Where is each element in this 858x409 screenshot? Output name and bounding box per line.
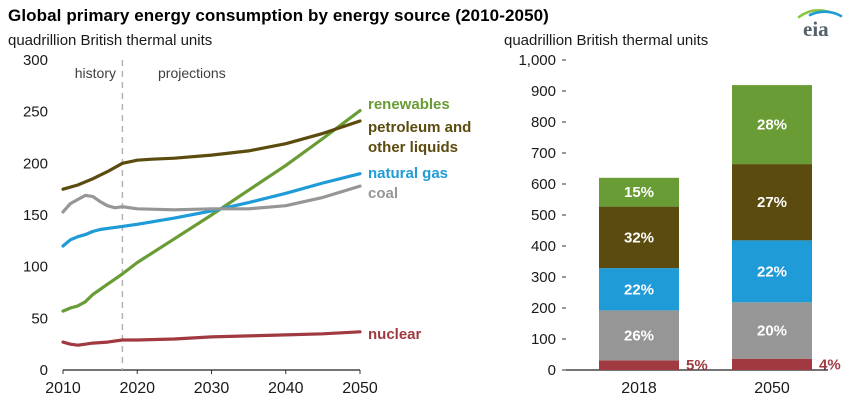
bar-pct-label-renewables-2050: 28% [757, 117, 787, 134]
bar-pct-label-coal-2050: 20% [757, 323, 787, 340]
page-title: Global primary energy consumption by ene… [8, 6, 549, 25]
bar-pct-label-natural_gas-2050: 22% [757, 263, 787, 280]
bar-y-tick-label: 800 [531, 114, 556, 131]
line-chart-series [61, 108, 362, 347]
bar-pct-label-nuclear-2050: 4% [819, 356, 841, 373]
line-y-tick-label: 150 [23, 207, 48, 224]
bar-pct-label-coal-2018: 26% [624, 327, 654, 344]
bar-category-label: 2018 [621, 380, 657, 397]
bar-y-tick-label: 0 [548, 362, 556, 379]
bar-segment-petroleum-2018 [599, 206, 679, 269]
line-x-tick-label: 2010 [45, 380, 81, 397]
series-label-petroleum-1: petroleum and [368, 119, 471, 136]
logo-swoosh-blue [808, 10, 843, 18]
bar-y-tick-label: 1,000 [518, 52, 556, 69]
bar-y-tick-label: 300 [531, 269, 556, 286]
bar-segment-coal-2018 [599, 310, 679, 361]
series-label-natural-gas: natural gas [368, 165, 448, 182]
line-y-tick-label: 300 [23, 52, 48, 69]
bar-y-tick-label: 400 [531, 238, 556, 255]
line-natural_gas [61, 172, 362, 248]
bar-segment-renewables-2018 [599, 177, 679, 207]
bar-pct-label-natural_gas-2018: 22% [624, 281, 654, 298]
line-petroleum [61, 119, 362, 191]
bar-segment-nuclear-2018 [599, 360, 679, 370]
line-x-tick-label: 2020 [119, 380, 155, 397]
series-label-renewables: renewables [368, 96, 450, 113]
bar-segment-coal-2050 [732, 302, 812, 359]
projections-label: projections [158, 65, 226, 81]
bar-segment-petroleum-2050 [732, 164, 812, 241]
bar-pct-label-nuclear-2018: 5% [686, 357, 708, 374]
header: Global primary energy consumption by ene… [8, 6, 850, 41]
bar-segment-nuclear-2050 [732, 358, 812, 370]
line-y-tick-label: 200 [23, 155, 48, 172]
line-y-tick-label: 50 [31, 310, 48, 327]
bar-y-tick-label: 900 [531, 83, 556, 100]
logo-text: eia [803, 17, 829, 40]
line-x-tick-label: 2050 [342, 380, 378, 397]
bar-y-tick-label: 200 [531, 300, 556, 317]
line-chart-panel: quadrillion British thermal units 0 50 100… [8, 32, 490, 409]
line-chart: 0 50 100 150 200 250 300 2010 2020 2030 2040 2050 h… [23, 52, 471, 397]
bar-pct-label-petroleum-2018: 32% [624, 229, 654, 246]
series-label-nuclear: nuclear [368, 326, 422, 343]
eia-logo-graphic: eia [797, 9, 843, 41]
line-renewables [61, 108, 362, 313]
line-x-tick-label: 2040 [268, 380, 304, 397]
line-y-tick-label: 100 [23, 259, 48, 276]
bar-y-tick-label: 700 [531, 145, 556, 162]
bar-y-tick-label: 100 [531, 331, 556, 348]
line-y-tick-label: 250 [23, 104, 48, 121]
line-chart-axes: 0 50 100 150 200 250 300 2010 2020 2030 2040 2050 [23, 52, 378, 397]
bar-segment-renewables-2050 [732, 85, 812, 165]
series-label-coal: coal [368, 185, 398, 202]
charts-row: quadrillion British thermal units 0 50 100… [8, 32, 850, 409]
eia-logo: eia [796, 6, 844, 45]
line-coal [61, 184, 362, 214]
bar-segment-natural_gas-2050 [732, 240, 812, 303]
bar-chart-units-label: quadrillion British thermal units [504, 32, 709, 49]
bar-segment-natural_gas-2018 [599, 268, 679, 311]
line-chart-units-label: quadrillion British thermal units [8, 32, 213, 49]
line-y-tick-label: 0 [40, 362, 48, 379]
bar-y-tick-label: 600 [531, 176, 556, 193]
bar-chart-panel: quadrillion British thermal units 0 100 20… [504, 32, 858, 409]
bar-category-label: 2050 [754, 380, 790, 397]
series-label-petroleum-2: other liquids [368, 139, 458, 156]
bar-pct-label-renewables-2018: 15% [624, 184, 654, 201]
bar-pct-label-petroleum-2050: 27% [757, 194, 787, 211]
bar-y-tick-label: 500 [531, 207, 556, 224]
line-x-tick-label: 2030 [194, 380, 230, 397]
history-label: history [75, 65, 116, 81]
line-nuclear [61, 330, 362, 347]
stacked-bar-chart: 0 100 200 300 400 500 600 700 800 900 1,000 5% 26% 22… [518, 52, 841, 397]
